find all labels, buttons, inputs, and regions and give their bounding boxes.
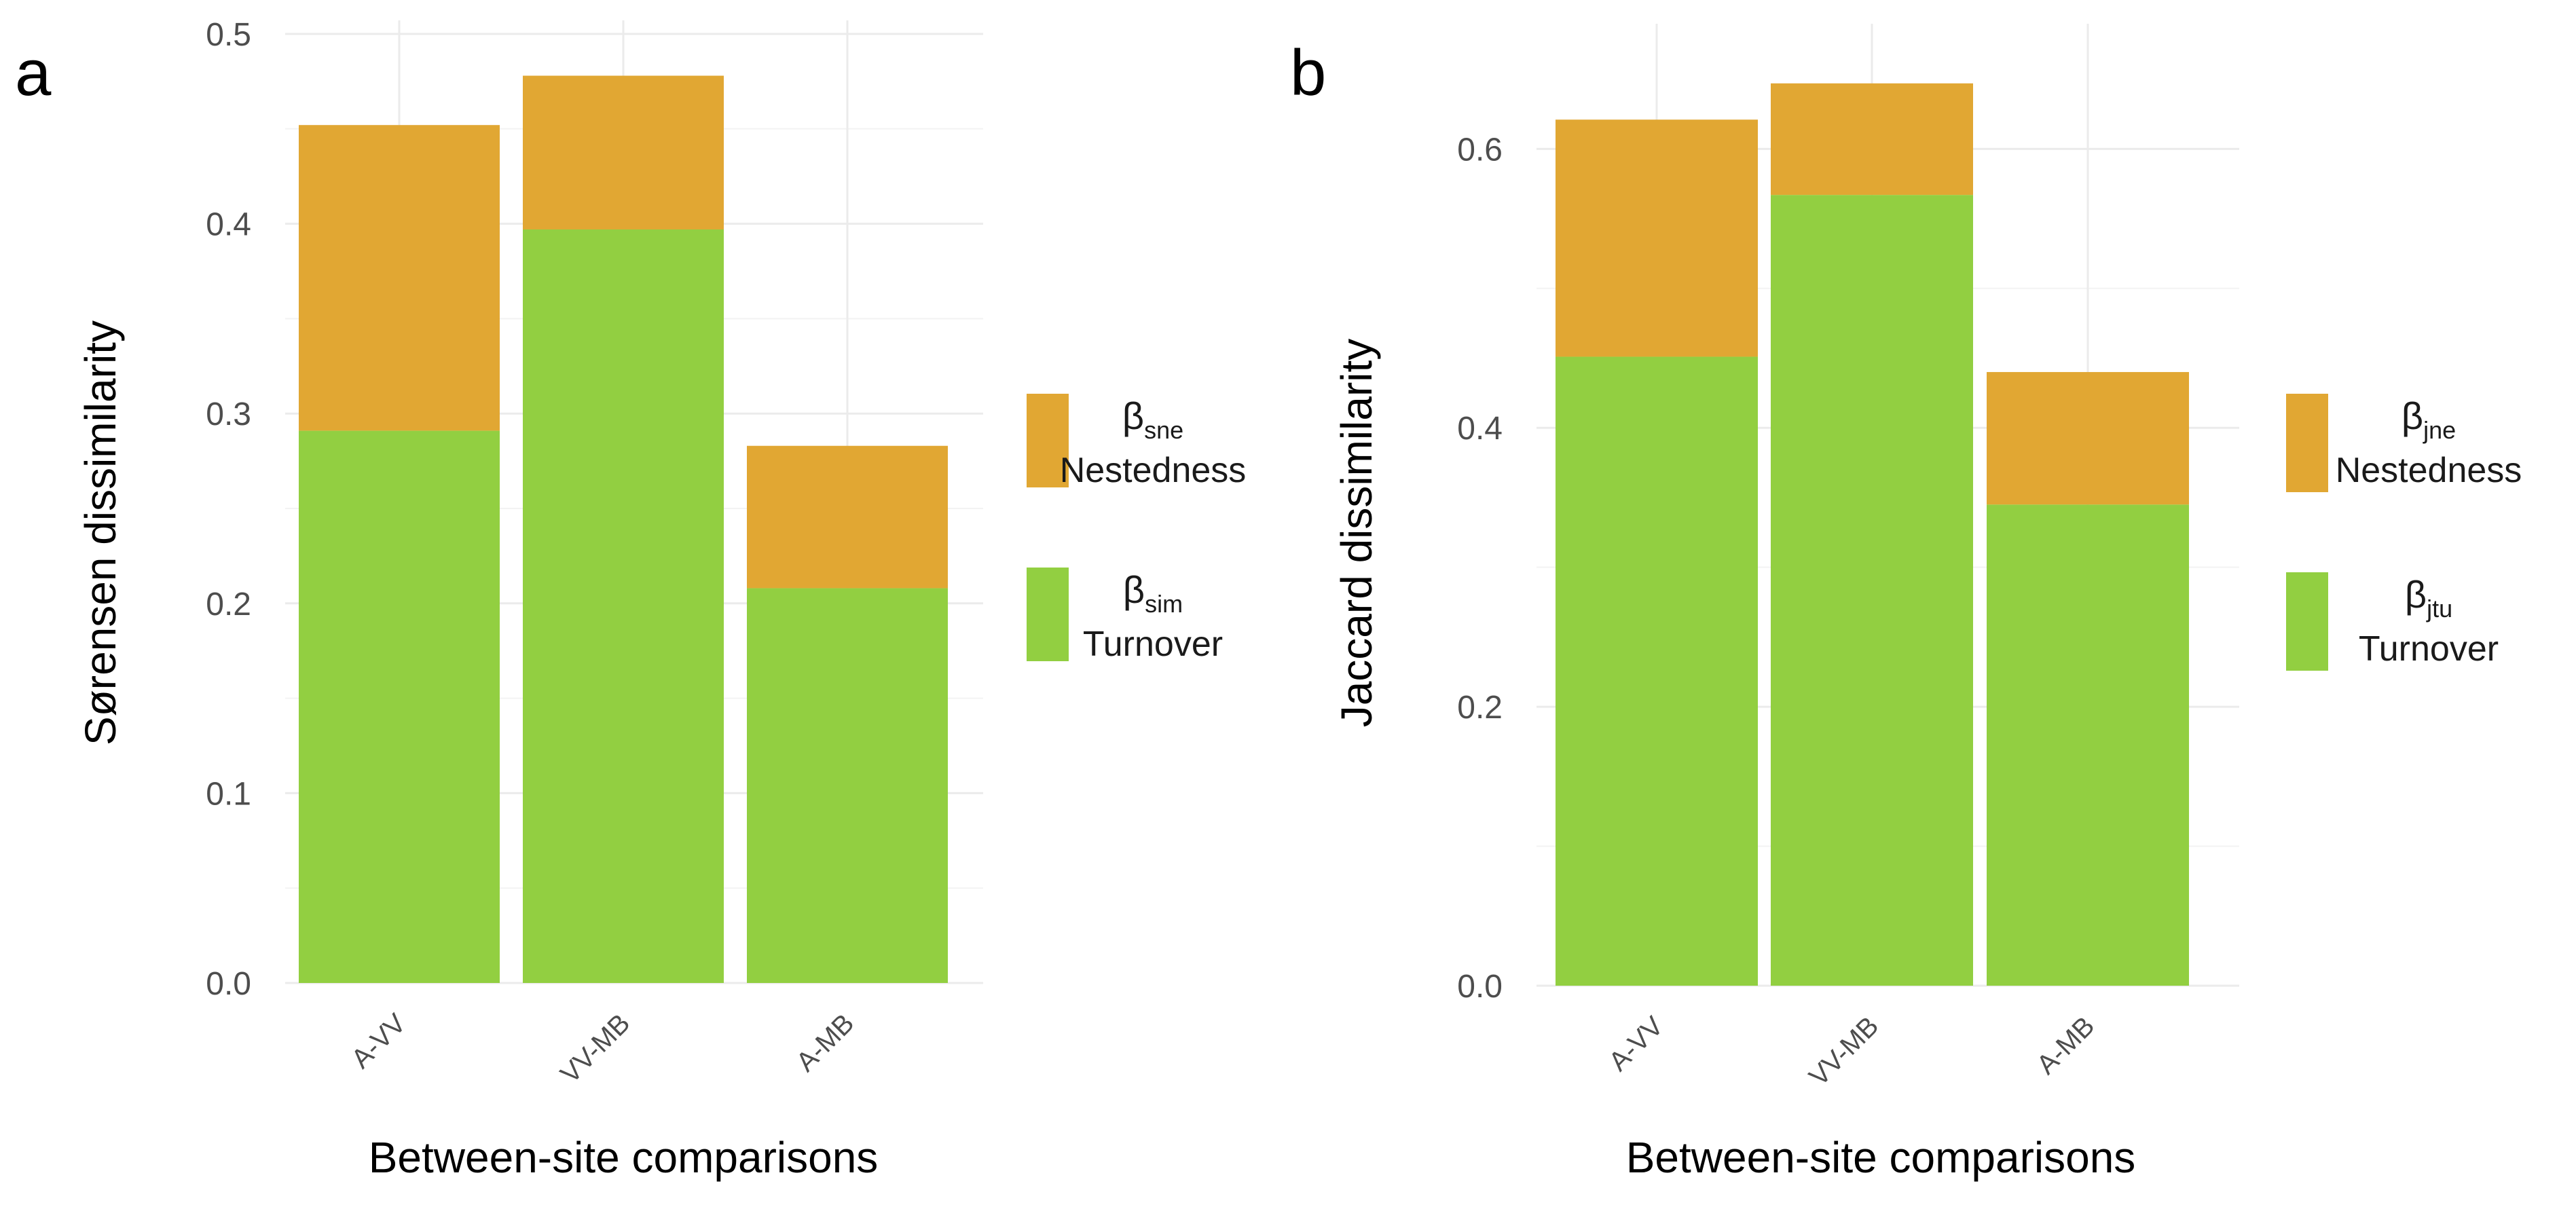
y-tick-label: 0.3 (206, 396, 251, 432)
bar-nestedness-a-mb (1987, 372, 2189, 505)
x-tick-label: A-MB (791, 1008, 860, 1077)
x-tick-label: A-VV (1603, 1011, 1669, 1077)
x-tick-label: A-VV (346, 1008, 411, 1074)
legend-subscript: jne (2423, 416, 2456, 444)
legend-label-turnover: Turnover (1083, 625, 1223, 664)
legend-symbol: βsne (1122, 394, 1183, 444)
bar-nestedness-vv-mb (1771, 83, 1973, 196)
panel-letter: a (15, 37, 52, 109)
legend-key-turnover (2286, 572, 2328, 671)
y-tick-label: 0.0 (206, 966, 251, 1002)
bar-nestedness-a-vv (1556, 119, 1758, 357)
bar-nestedness-a-mb (747, 445, 948, 589)
bar-turnover-vv-mb (523, 229, 724, 983)
bar-nestedness-a-vv (299, 125, 500, 431)
y-axis-title: Jaccard dissimilarity (1332, 339, 1381, 728)
x-tick-label: VV-MB (1803, 1011, 1884, 1092)
bar-turnover-a-mb (1987, 504, 2189, 986)
bar-turnover-a-vv (1556, 356, 1758, 986)
legend-label-nestedness: Nestedness (2336, 451, 2522, 490)
chart-panel-a: a 0.0 0.1 0.2 0.3 0.4 0.5 A-VV VV-MB A-MB Between-… (15, 17, 1246, 1182)
bar-turnover-a-vv (299, 430, 500, 983)
y-tick-label: 0.5 (206, 17, 251, 53)
y-axis-title: Sørensen dissimilarity (76, 320, 125, 745)
y-tick-label: 0.2 (206, 587, 251, 623)
y-tick-label: 0.6 (1457, 132, 1503, 168)
legend-label-turnover: Turnover (2359, 629, 2499, 669)
chart-panel-b: b 0.0 0.2 0.4 0.6 A-VV VV-MB A-MB Between-site c… (1290, 24, 2522, 1182)
x-tick-label: VV-MB (555, 1008, 636, 1089)
legend-label-nestedness: Nestedness (1060, 451, 1247, 490)
legend: βsne Nestedness βsim Turnover (1027, 394, 1246, 664)
legend-symbol: βjne (2402, 394, 2456, 444)
legend: βjne Nestedness βjtu Turnover (2286, 394, 2522, 671)
legend-key-nestedness (2286, 394, 2328, 492)
legend-subscript: sne (1144, 416, 1183, 444)
y-tick-label: 0.4 (1457, 411, 1503, 447)
x-tick-label: A-MB (2031, 1011, 2101, 1080)
legend-symbol: βsim (1123, 568, 1183, 618)
y-tick-label: 0.2 (1457, 690, 1503, 726)
x-axis-title: Between-site comparisons (1626, 1133, 2136, 1182)
x-axis-title: Between-site comparisons (369, 1133, 879, 1182)
panel-letter: b (1290, 37, 1326, 109)
legend-subscript: jtu (2426, 595, 2452, 623)
y-tick-label: 0.0 (1457, 969, 1503, 1005)
legend-key-nestedness (1027, 394, 1069, 487)
y-tick-label: 0.1 (206, 776, 251, 812)
y-tick-label: 0.4 (206, 207, 251, 243)
legend-subscript: sim (1145, 590, 1183, 618)
bar-turnover-vv-mb (1771, 195, 1973, 986)
bar-nestedness-vv-mb (523, 75, 724, 229)
legend-symbol: βjtu (2405, 573, 2452, 623)
legend-key-turnover (1027, 568, 1069, 661)
bar-turnover-a-mb (747, 588, 948, 983)
